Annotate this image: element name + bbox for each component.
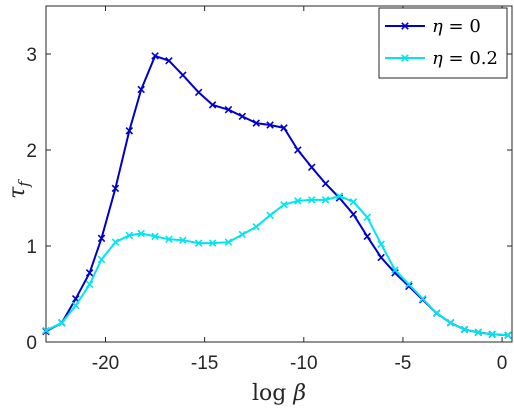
data-point	[58, 319, 66, 327]
data-point	[294, 197, 302, 205]
data-point	[419, 295, 427, 303]
data-point	[504, 331, 512, 340]
data-point	[363, 232, 372, 241]
legend-label-1: η = 0.2	[432, 48, 498, 69]
data-point	[111, 184, 120, 193]
data-point	[165, 56, 173, 65]
data-point	[85, 269, 94, 277]
data-point	[266, 211, 274, 220]
data-point	[307, 163, 316, 172]
y-tick-label: 2	[26, 141, 37, 162]
data-point	[280, 124, 288, 132]
data-point	[151, 232, 159, 241]
data-point	[238, 230, 247, 239]
data-point	[208, 239, 217, 247]
data-point	[335, 192, 344, 200]
data-point	[391, 266, 399, 274]
data-point	[71, 301, 80, 310]
data-point	[349, 198, 358, 206]
data-point	[321, 179, 330, 188]
data-point	[307, 196, 316, 204]
data-point	[224, 238, 233, 246]
data-point	[446, 319, 455, 327]
series-line-1	[45, 195, 509, 337]
data-point	[125, 127, 134, 135]
legend-box	[378, 7, 508, 79]
data-point	[252, 223, 260, 231]
data-point	[488, 330, 496, 339]
y-tick-label: 3	[26, 45, 37, 66]
data-point	[111, 238, 120, 246]
data-point	[224, 105, 233, 114]
data-point	[349, 210, 358, 219]
data-point	[280, 200, 288, 209]
data-point	[179, 236, 187, 245]
series-1	[42, 192, 512, 340]
data-point	[137, 85, 145, 94]
y-tick-label: 0	[26, 333, 37, 354]
data-point	[321, 196, 330, 204]
data-point	[165, 235, 173, 244]
data-point	[125, 231, 134, 240]
legend-label-0: η = 0	[432, 16, 481, 37]
legend-marker-0	[401, 22, 409, 30]
data-point	[137, 229, 145, 238]
data-point	[97, 234, 106, 243]
data-point	[238, 112, 247, 121]
x-tick-label: -15	[191, 353, 218, 374]
x-tick-label: -20	[92, 353, 119, 374]
data-point	[363, 213, 372, 221]
data-point	[294, 146, 302, 154]
data-point	[405, 280, 413, 289]
data-point	[194, 239, 203, 247]
x-tick-label: -10	[290, 353, 317, 374]
data-point	[474, 328, 483, 337]
data-point	[432, 309, 441, 317]
data-point	[151, 52, 159, 60]
data-point	[97, 255, 106, 264]
data-point	[266, 121, 274, 129]
x-tick-label: -5	[394, 353, 411, 374]
data-point	[391, 269, 399, 277]
legend: η = 0 η = 0.2	[378, 7, 508, 79]
data-point	[252, 119, 260, 127]
data-point	[405, 282, 413, 291]
legend-marker-cross	[401, 54, 409, 62]
y-tick-label: 1	[26, 237, 37, 258]
y-axis-label: τf	[5, 179, 33, 199]
data-point	[179, 71, 187, 79]
data-point	[460, 325, 469, 334]
data-point	[208, 101, 217, 109]
data-point	[194, 88, 203, 97]
legend-marker-cross	[401, 22, 409, 30]
x-axis-label: log β	[252, 381, 306, 406]
x-tick-label: 0	[497, 353, 508, 374]
axis-ticks: -20 -15 -10 -5 0 0 1 2 3	[26, 6, 512, 374]
data-point	[42, 326, 50, 335]
data-point	[85, 280, 94, 289]
data-point	[377, 253, 385, 262]
legend-marker-1	[401, 54, 409, 62]
series-layer	[42, 52, 512, 340]
data-point	[377, 240, 385, 248]
